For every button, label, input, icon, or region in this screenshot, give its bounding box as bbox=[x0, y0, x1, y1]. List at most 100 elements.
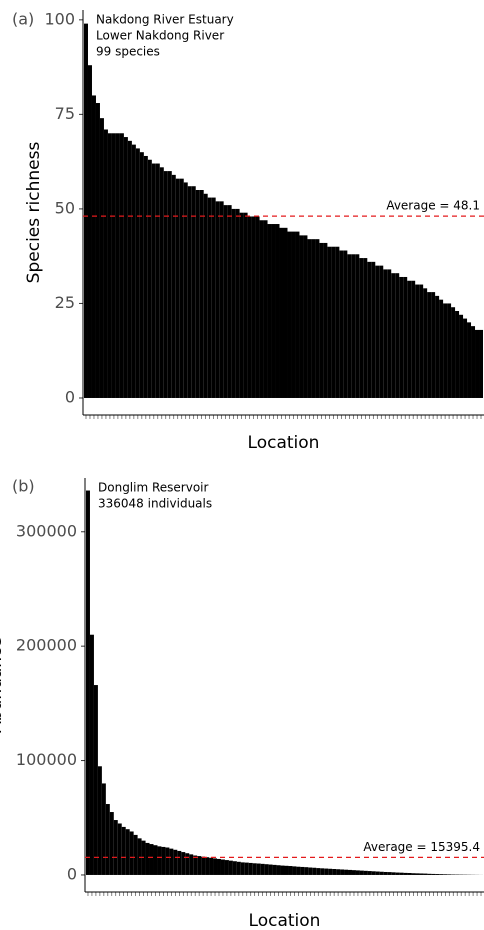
bar bbox=[475, 329, 480, 398]
y-tick-label: 300000 bbox=[16, 521, 77, 540]
bar bbox=[343, 250, 348, 398]
bar bbox=[379, 871, 384, 875]
bar bbox=[177, 850, 182, 875]
bar bbox=[171, 174, 176, 398]
bar bbox=[344, 869, 349, 875]
bar bbox=[272, 864, 277, 875]
bar bbox=[255, 216, 260, 398]
bar bbox=[323, 242, 328, 398]
bar bbox=[332, 869, 337, 875]
bar bbox=[217, 858, 221, 875]
bar bbox=[179, 178, 184, 398]
bar bbox=[99, 118, 104, 398]
bar bbox=[199, 190, 204, 398]
bar bbox=[101, 783, 106, 875]
bar bbox=[395, 872, 400, 875]
bar bbox=[219, 201, 224, 398]
bar bbox=[283, 227, 288, 398]
bar bbox=[235, 208, 240, 398]
bar bbox=[336, 869, 341, 875]
bar bbox=[165, 847, 170, 875]
bar bbox=[195, 190, 200, 398]
bar bbox=[311, 239, 316, 398]
bar bbox=[276, 865, 281, 875]
bar bbox=[267, 224, 272, 398]
bar bbox=[187, 186, 192, 398]
bar bbox=[121, 826, 126, 875]
bar bbox=[467, 322, 472, 398]
bar bbox=[105, 804, 110, 875]
panel-label: (a) bbox=[12, 10, 34, 29]
bar bbox=[167, 171, 172, 398]
bar bbox=[223, 205, 228, 398]
bar bbox=[351, 254, 356, 398]
y-tick-label: 0 bbox=[67, 864, 77, 883]
bar bbox=[375, 871, 380, 875]
y-tick-label: 0 bbox=[65, 387, 75, 406]
bar bbox=[320, 868, 325, 875]
bar bbox=[459, 314, 464, 398]
bar bbox=[435, 874, 440, 875]
bar bbox=[197, 856, 202, 875]
bar bbox=[201, 856, 206, 875]
bar bbox=[288, 866, 293, 875]
bar bbox=[205, 857, 210, 875]
bar bbox=[93, 685, 98, 875]
bar bbox=[163, 171, 168, 398]
bar bbox=[419, 284, 424, 398]
bar bbox=[149, 844, 154, 875]
bar bbox=[113, 820, 118, 875]
bar bbox=[203, 193, 208, 398]
bar bbox=[427, 292, 432, 398]
bar bbox=[371, 871, 376, 875]
bar bbox=[351, 870, 356, 875]
bar bbox=[391, 273, 396, 398]
bar bbox=[95, 103, 100, 398]
bar bbox=[435, 295, 440, 398]
bar bbox=[427, 873, 432, 875]
bar bbox=[244, 862, 249, 875]
bar bbox=[240, 862, 245, 875]
bar bbox=[312, 867, 317, 875]
bar bbox=[145, 842, 150, 875]
bar bbox=[359, 870, 364, 875]
bar bbox=[151, 163, 156, 398]
average-label: Average = 48.1 bbox=[386, 199, 480, 213]
bar bbox=[139, 152, 144, 398]
bar bbox=[181, 852, 186, 875]
bar bbox=[161, 846, 166, 875]
y-axis-title: Species richness bbox=[24, 142, 44, 284]
y-tick-label: 75 bbox=[55, 104, 75, 123]
bar bbox=[185, 853, 190, 875]
bar bbox=[125, 829, 130, 875]
bar bbox=[300, 866, 305, 875]
bar bbox=[303, 235, 308, 398]
y-tick-label: 25 bbox=[55, 293, 75, 312]
bar bbox=[403, 872, 408, 875]
annotation: Nakdong River Estuary bbox=[96, 13, 234, 27]
bar bbox=[271, 224, 276, 398]
bar bbox=[193, 855, 198, 875]
bar bbox=[292, 866, 297, 875]
bar bbox=[91, 95, 96, 398]
bar bbox=[328, 868, 333, 875]
bar bbox=[107, 133, 112, 398]
bar bbox=[443, 303, 448, 398]
average-label: Average = 15395.4 bbox=[363, 840, 480, 854]
bar bbox=[327, 246, 332, 398]
bar bbox=[111, 133, 116, 398]
bar bbox=[215, 201, 220, 398]
bar bbox=[399, 276, 404, 398]
bar bbox=[157, 846, 162, 875]
bar bbox=[175, 178, 180, 398]
bar bbox=[347, 254, 352, 398]
bar bbox=[439, 299, 444, 398]
bar bbox=[447, 303, 452, 398]
bar bbox=[340, 869, 345, 875]
bar bbox=[299, 235, 304, 398]
bar bbox=[479, 329, 483, 398]
bar bbox=[411, 873, 416, 875]
bar bbox=[115, 133, 120, 398]
bar bbox=[86, 490, 90, 875]
